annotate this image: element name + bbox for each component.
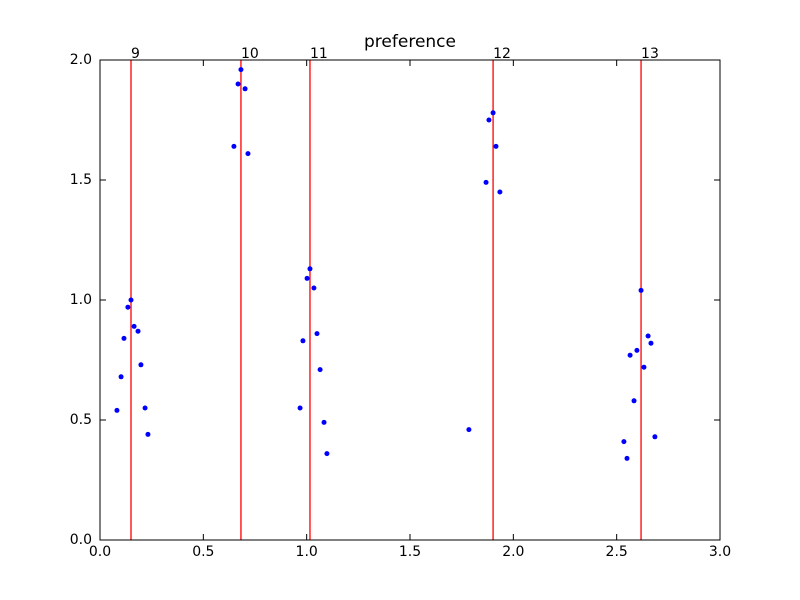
point [311,285,317,291]
point [300,338,306,344]
point [304,275,310,281]
vertical-line-label: 10 [241,46,259,62]
point [125,304,131,310]
vertical-line-label: 11 [310,46,328,62]
point [121,335,127,341]
point [645,333,651,339]
point [624,455,630,461]
point [324,451,330,457]
point [114,407,120,413]
point [621,439,627,445]
point [497,189,503,195]
point [486,117,492,123]
point [483,179,489,185]
point [627,352,633,358]
point [235,81,241,87]
vertical-line-label: 12 [493,46,511,62]
point [466,427,472,433]
point [231,143,237,149]
point [490,110,496,116]
point [145,431,151,437]
point [245,151,251,157]
y-tick-label: 0.0 [70,532,92,548]
point [297,405,303,411]
x-tick-label: 0.5 [192,544,214,560]
point [142,405,148,411]
point [128,297,134,303]
point [238,67,244,73]
point [135,328,141,334]
point [493,143,499,149]
y-tick-label: 0.5 [70,412,92,428]
point [631,398,637,404]
vertical-line-label: 9 [131,46,140,62]
x-tick-label: 2.5 [606,544,628,560]
chart-title: preference [364,32,456,52]
x-tick-label: 0.0 [89,544,111,560]
point [131,323,137,329]
point [314,331,320,337]
point [321,419,327,425]
x-tick-label: 2.0 [502,544,524,560]
y-tick-label: 1.5 [70,172,92,188]
point [638,287,644,293]
point [652,434,658,440]
x-tick-label: 1.5 [399,544,421,560]
vertical-line-label: 13 [641,46,659,62]
point [641,364,647,370]
point [648,340,654,346]
x-tick-label: 3.0 [709,544,731,560]
point [634,347,640,353]
plot-frame [99,59,721,541]
point [138,362,144,368]
point [118,374,124,380]
y-tick-label: 1.0 [70,292,92,308]
point [317,367,323,373]
point [307,266,313,272]
y-tick-label: 2.0 [70,52,92,68]
x-tick-label: 1.0 [296,544,318,560]
point [242,86,248,92]
